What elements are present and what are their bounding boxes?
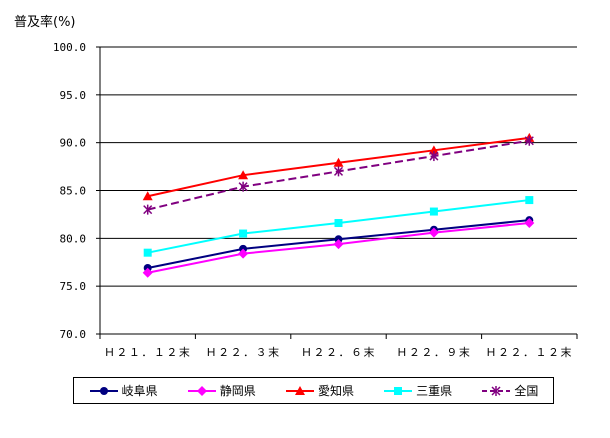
data-point [142,191,153,201]
x-tick-label: Ｈ２２．９末 [396,345,471,359]
y-tick-label: 100.0 [53,41,86,54]
data-point [333,166,344,177]
data-point [333,157,344,167]
data-point [143,204,153,215]
legend-marker [394,386,403,395]
y-tick-label: 80.0 [60,232,87,245]
legend-label: 全国 [514,384,539,398]
legend-label: 岐阜県 [121,384,158,398]
legend-marker [294,385,305,395]
data-point [239,229,248,238]
series-2 [142,218,535,278]
legend-marker [99,386,108,395]
x-tick-label: Ｈ２１．１２末 [104,345,192,359]
data-point [333,239,344,250]
y-tick-label: 95.0 [60,89,87,102]
legend-swatch [187,385,216,396]
x-tick-label: Ｈ２２．６末 [301,345,376,359]
y-tick-label: 70.0 [60,328,87,341]
y-axis-label: 普及率(%) [14,15,76,30]
data-point [238,181,248,192]
legend: 岐阜県 静岡県 愛知県 三重県 全国 [73,377,554,404]
legend-item: 三重県 [383,382,452,399]
legend-marker [196,385,207,396]
y-tick-label: 75.0 [60,280,87,293]
data-point [428,227,439,238]
legend-swatch [89,386,118,395]
legend-item: 静岡県 [187,382,256,399]
legend-label: 愛知県 [317,384,354,398]
series-5 [143,135,534,215]
data-point [524,135,534,146]
data-point [238,248,249,259]
legend-label: 静岡県 [219,384,256,398]
data-point [334,219,343,228]
x-tick-label: Ｈ２２．１２末 [486,345,574,359]
data-point [143,248,152,257]
legend-swatch [482,385,511,396]
y-tick-label: 85.0 [60,185,87,198]
legend-swatch [285,385,314,395]
series-4 [143,196,534,257]
legend-marker [491,385,501,396]
legend-item: 全国 [481,382,538,399]
data-point [429,207,438,216]
legend-label: 三重県 [416,384,453,398]
data-point [428,145,439,155]
data-point [525,196,534,205]
legend-swatch [384,386,413,395]
data-point [524,218,535,229]
data-point [142,267,153,278]
legend-item: 愛知県 [285,382,354,399]
data-point [238,170,249,180]
x-tick-label: Ｈ２２．３末 [206,345,281,359]
data-point [429,151,439,162]
y-tick-label: 90.0 [60,137,87,150]
legend-item: 岐阜県 [89,382,158,399]
